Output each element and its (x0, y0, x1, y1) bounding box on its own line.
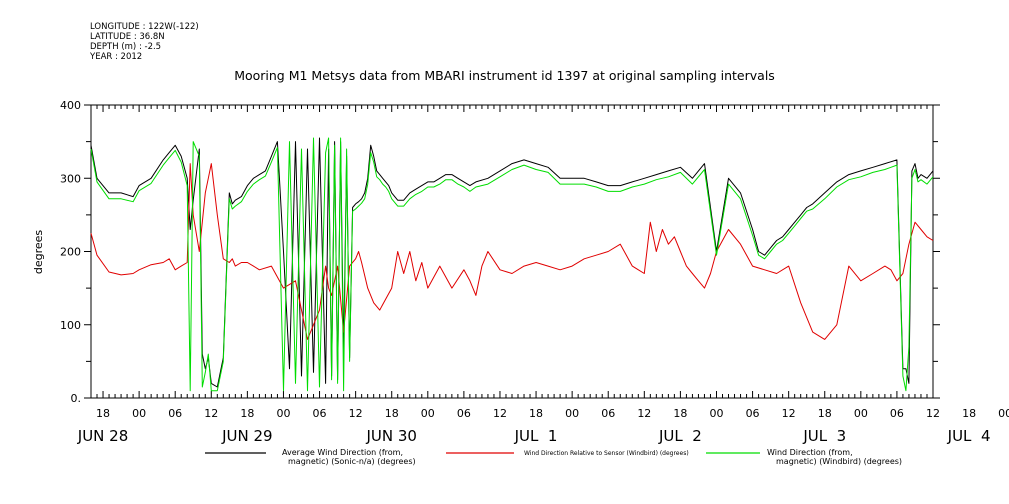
x-tick-label: 00 (276, 407, 290, 420)
x-tick-label: 18 (962, 407, 976, 420)
legend-label-average-1: Average Wind Direction (from, (282, 448, 403, 457)
x-tick-label: 18 (673, 407, 687, 420)
x-tick-label: 06 (168, 407, 182, 420)
data-series (90, 137, 934, 392)
x-tick-label: 00 (132, 407, 146, 420)
x-tick-label: 00 (565, 407, 579, 420)
y-axis-label: degrees (32, 230, 45, 275)
x-tick-label: 06 (457, 407, 471, 420)
x-tick-label: 00 (998, 407, 1009, 420)
chart-title: Mooring M1 Metsys data from MBARI instru… (234, 68, 775, 83)
metadata-block: LONGITUDE : 122W(-122) LATITUDE : 36.8N … (90, 22, 199, 62)
y-tick-label: 0. (71, 392, 82, 405)
legend: Average Wind Direction (from, magnetic) … (205, 448, 902, 466)
x-tick-label: 06 (746, 407, 760, 420)
x-tick-label: 18 (529, 407, 543, 420)
x-tick-label: 18 (385, 407, 399, 420)
y-tick-label: 200 (60, 246, 81, 259)
day-label: JUL 3 (802, 427, 846, 445)
day-label: JUN 28 (77, 427, 128, 445)
longitude-text: LONGITUDE : 122W(-122) (90, 22, 199, 32)
day-label: JUL 1 (514, 427, 558, 445)
x-tick-label: 18 (818, 407, 832, 420)
day-label: JUN 29 (221, 427, 272, 445)
plot-axes (90, 104, 934, 399)
legend-label-windbird-2: magnetic) (Windbird) (degrees) (776, 457, 902, 466)
year-text: YEAR : 2012 (90, 52, 143, 62)
latitude-text: LATITUDE : 36.8N (90, 32, 165, 42)
x-tick-label: 18 (96, 407, 110, 420)
series-line-2 (90, 163, 934, 340)
x-tick-label: 06 (601, 407, 615, 420)
x-tick-label: 18 (240, 407, 254, 420)
series-line-1 (90, 137, 934, 388)
x-tick-label: 12 (493, 407, 507, 420)
day-label: JUL 2 (658, 427, 702, 445)
x-tick-label: 12 (204, 407, 218, 420)
depth-text: DEPTH (m) : -2.5 (90, 42, 162, 52)
x-tick-label: 12 (349, 407, 363, 420)
x-tick-labels: 18 00 06 12 18 00 06 12 18 00 06 12 18 00 06 12 18 00 06 12… (96, 407, 1009, 420)
y-tick-label: 300 (60, 172, 81, 185)
legend-label-relative: Wind Direction Relative to Sensor (Windb… (524, 450, 689, 457)
day-label: JUN 30 (365, 427, 416, 445)
x-tick-label: 00 (709, 407, 723, 420)
plot-frame (90, 104, 934, 399)
series-line-3 (90, 137, 934, 392)
x-tick-label: 00 (854, 407, 868, 420)
x-tick-label: 12 (637, 407, 651, 420)
day-label: JUL 4 (947, 427, 991, 445)
legend-label-average-2: magnetic) (Sonic-n/a) (degrees) (288, 457, 416, 466)
y-tick-label: 400 (60, 99, 81, 112)
y-tick-labels: 0. 100 200 300 400 (60, 99, 81, 405)
legend-label-windbird-1: Wind Direction (from, (767, 448, 853, 457)
y-tick-label: 100 (60, 319, 81, 332)
axis-ticks (84, 104, 940, 399)
x-tick-label: 12 (926, 407, 940, 420)
x-tick-label: 00 (421, 407, 435, 420)
x-tick-label: 06 (313, 407, 327, 420)
x-tick-label: 06 (890, 407, 904, 420)
x-tick-label: 12 (782, 407, 796, 420)
